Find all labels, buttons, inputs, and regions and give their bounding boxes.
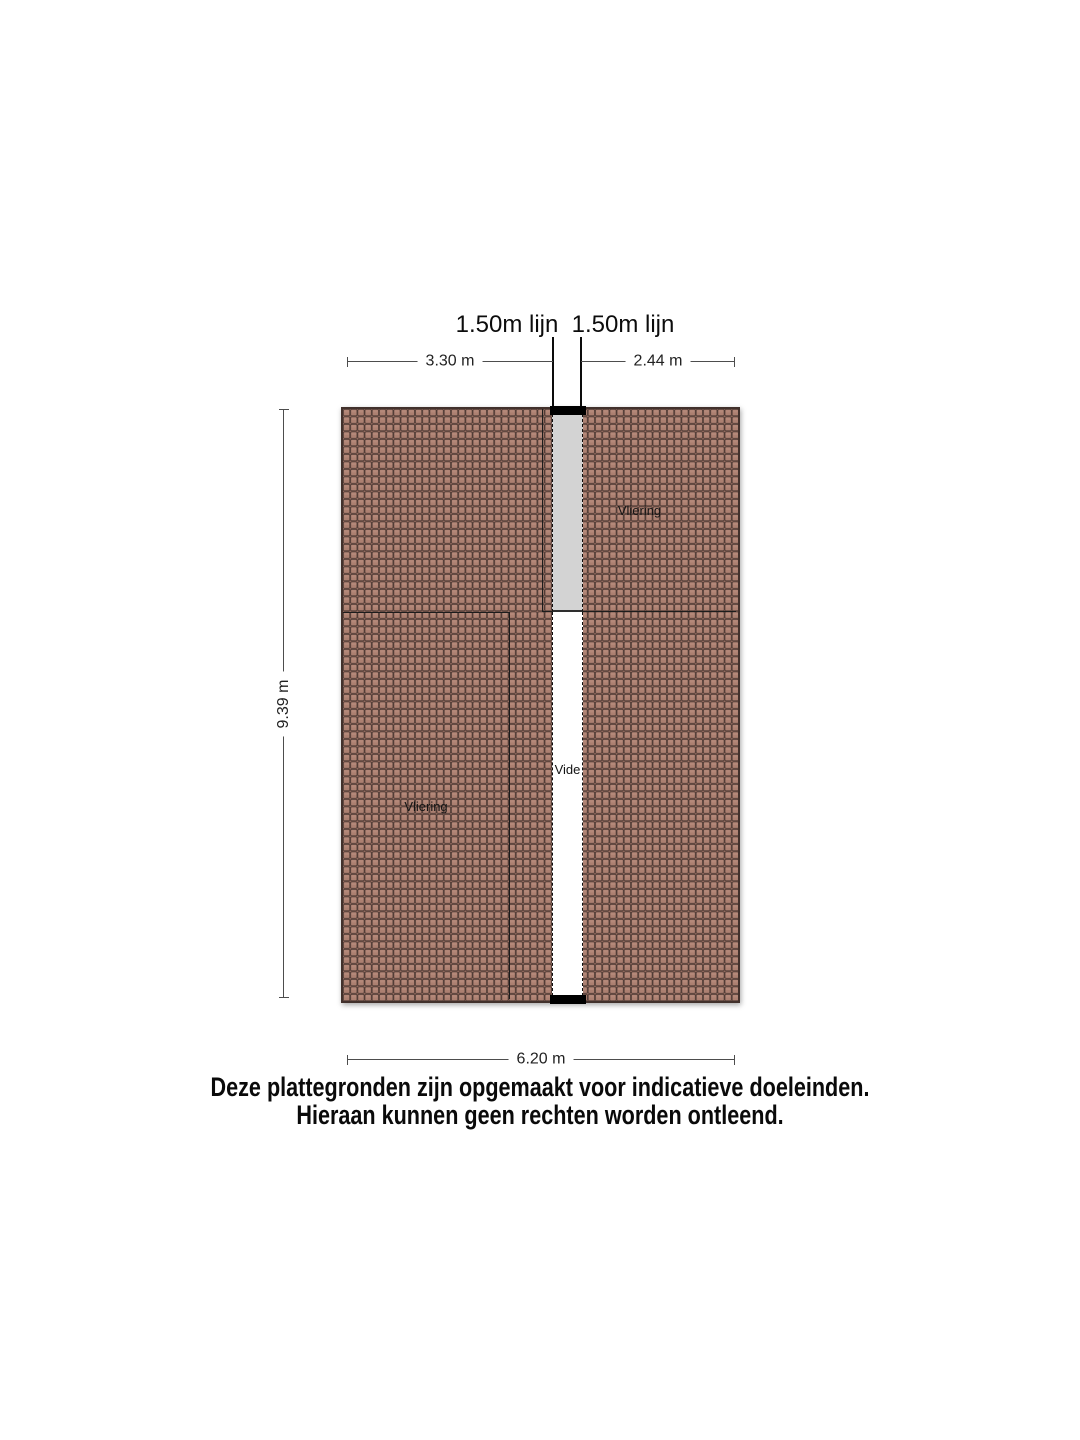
disclaimer-line-1: Deze plattegronden zijn opgemaakt voor i… (210, 1072, 870, 1102)
lijn-annotation-right: 1.50m lijn (571, 311, 675, 338)
room-label-vliering-left: Vliering (404, 798, 448, 814)
dimension-tick (347, 1055, 348, 1065)
room-label-vliering-right: Vliering (617, 502, 662, 518)
lijn-annotation-left: 1.50m lijn (455, 311, 559, 338)
room-label-vide: Vide (554, 762, 581, 777)
dimension-tick (279, 409, 289, 410)
dimension-tick (347, 357, 348, 367)
dimension-tick (734, 1055, 735, 1065)
dimension-tick (734, 357, 735, 367)
dimension-top-left: 3.30 m (347, 352, 553, 371)
dimension-label-330: 3.30 m (417, 352, 483, 371)
dimension-tick (279, 997, 289, 998)
floorplan-drawing: Vliering Vliering Vide (341, 406, 740, 1004)
dimension-label-244: 2.44 m (625, 352, 691, 371)
disclaimer: Deze plattegronden zijn opgemaakt voor i… (0, 1073, 1080, 1129)
dimension-left-side: 9.39 m (275, 409, 293, 998)
roof-tile-texture (343, 409, 738, 1001)
leader-line-left (552, 337, 554, 407)
vide-strip: Vide (552, 612, 583, 1001)
leader-line-right (580, 337, 582, 407)
attic-strip-gray (552, 409, 583, 612)
dimension-bottom: 6.20 m (347, 1050, 735, 1069)
room-vliering-left: Vliering (343, 612, 510, 999)
wall-segment-bottom (550, 995, 586, 1004)
dimension-label-620: 6.20 m (508, 1050, 574, 1069)
dimension-label-939: 9.39 m (275, 671, 293, 736)
disclaimer-line-2: Hieraan kunnen geen rechten worden ontle… (296, 1100, 784, 1130)
dimension-top-right: 2.44 m (581, 352, 735, 371)
wall-segment-top (550, 406, 586, 415)
room-vliering-right: Vliering (542, 409, 736, 612)
